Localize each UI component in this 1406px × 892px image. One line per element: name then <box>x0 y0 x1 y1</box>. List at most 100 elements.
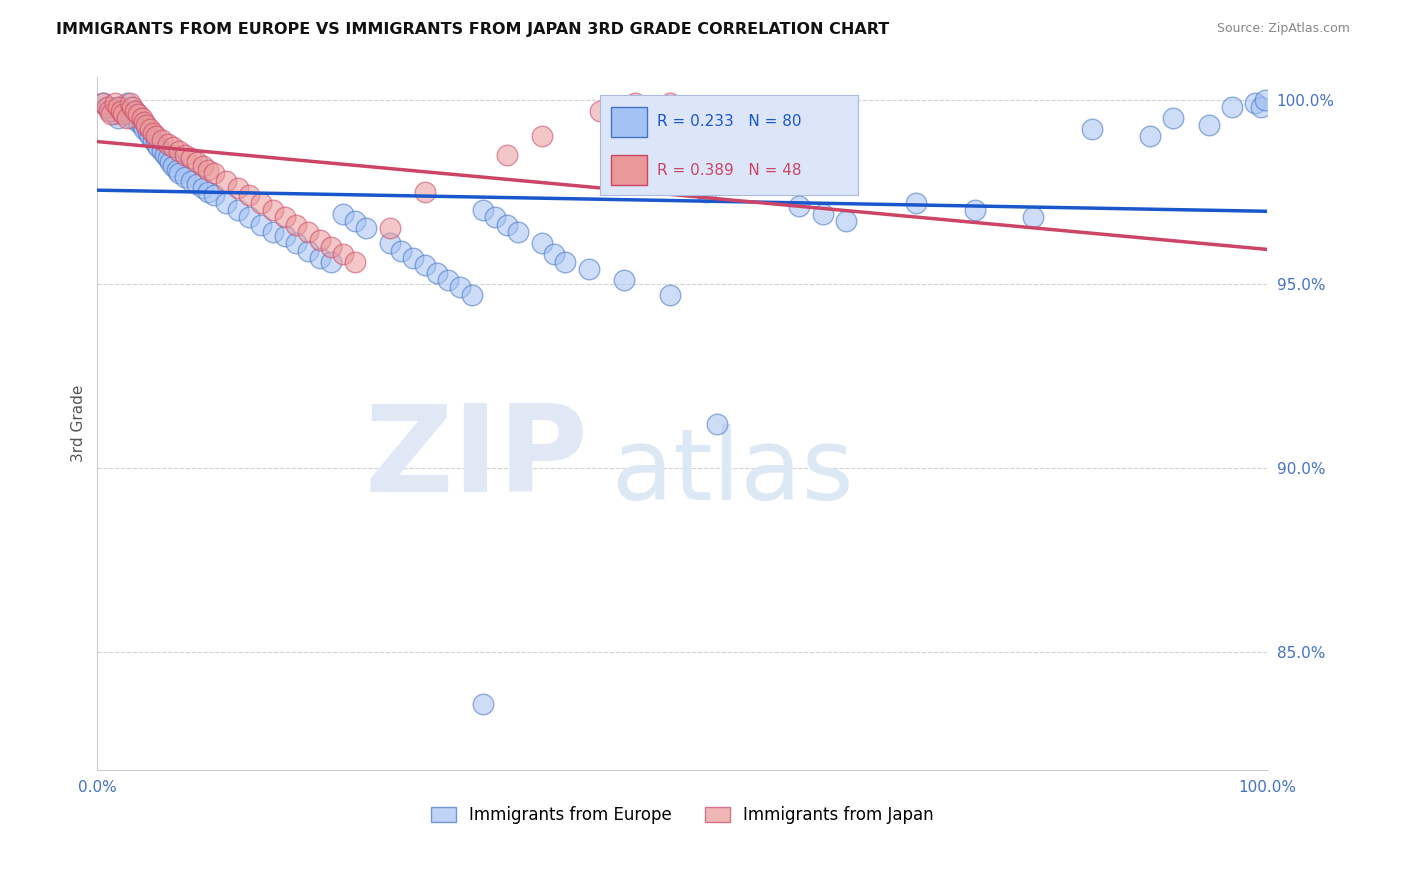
Point <box>197 185 219 199</box>
Point <box>146 140 169 154</box>
Point <box>695 185 717 199</box>
Point <box>131 119 153 133</box>
Point <box>262 202 284 217</box>
Point <box>1220 100 1243 114</box>
Point <box>1198 119 1220 133</box>
Point <box>963 202 986 217</box>
Point <box>131 111 153 125</box>
Point <box>332 207 354 221</box>
Point <box>1139 129 1161 144</box>
Point <box>156 152 179 166</box>
Point <box>391 244 413 258</box>
Point <box>110 100 132 114</box>
Point <box>706 417 728 431</box>
Point <box>285 218 308 232</box>
Point <box>484 211 506 225</box>
Point <box>543 247 565 261</box>
Point <box>297 225 319 239</box>
Point <box>134 114 156 128</box>
Point <box>153 148 176 162</box>
Point <box>104 107 127 121</box>
Point <box>159 155 181 169</box>
Point <box>186 155 208 169</box>
Point <box>202 166 225 180</box>
Point <box>134 122 156 136</box>
Point <box>107 111 129 125</box>
Point <box>135 119 157 133</box>
Point <box>120 107 142 121</box>
Point <box>142 126 165 140</box>
Point <box>413 258 436 272</box>
Point <box>98 100 121 114</box>
Point <box>124 103 146 118</box>
Point <box>1022 211 1045 225</box>
Point <box>120 96 142 111</box>
Point <box>624 96 647 111</box>
Point <box>115 96 138 111</box>
Point <box>262 225 284 239</box>
Point <box>98 103 121 118</box>
Point <box>449 280 471 294</box>
Point <box>1244 96 1267 111</box>
Text: IMMIGRANTS FROM EUROPE VS IMMIGRANTS FROM JAPAN 3RD GRADE CORRELATION CHART: IMMIGRANTS FROM EUROPE VS IMMIGRANTS FRO… <box>56 22 890 37</box>
Text: atlas: atlas <box>612 424 853 521</box>
Point <box>167 166 190 180</box>
Point <box>150 144 173 158</box>
Point <box>460 287 482 301</box>
Point <box>238 211 260 225</box>
Point <box>297 244 319 258</box>
Point <box>121 100 143 114</box>
Point <box>162 140 184 154</box>
Point <box>91 96 114 111</box>
Point <box>343 254 366 268</box>
Point <box>285 236 308 251</box>
Point <box>402 251 425 265</box>
Point <box>100 103 122 118</box>
Point <box>110 103 132 118</box>
Point <box>96 100 118 114</box>
Point <box>413 185 436 199</box>
Point <box>238 188 260 202</box>
Point <box>112 103 135 118</box>
Point <box>378 236 401 251</box>
Point <box>202 188 225 202</box>
Point <box>145 129 167 144</box>
Point <box>197 162 219 177</box>
Point <box>139 122 162 136</box>
Y-axis label: 3rd Grade: 3rd Grade <box>72 385 86 462</box>
Point <box>1080 122 1102 136</box>
Point <box>530 236 553 251</box>
Point <box>472 697 495 711</box>
Point <box>142 133 165 147</box>
Point <box>250 218 273 232</box>
Point <box>180 152 202 166</box>
Point <box>508 225 530 239</box>
Point <box>308 233 330 247</box>
Point <box>104 96 127 111</box>
Point <box>139 129 162 144</box>
Point <box>250 195 273 210</box>
Point <box>659 96 682 111</box>
Point <box>174 148 197 162</box>
Point <box>578 262 600 277</box>
Text: Source: ZipAtlas.com: Source: ZipAtlas.com <box>1216 22 1350 36</box>
Point <box>273 211 295 225</box>
Point <box>191 159 214 173</box>
Point <box>156 136 179 151</box>
Point <box>905 195 928 210</box>
Point <box>215 173 238 187</box>
Point <box>308 251 330 265</box>
Point <box>273 228 295 243</box>
Point <box>495 218 517 232</box>
Point <box>162 159 184 173</box>
Point <box>112 107 135 121</box>
Point <box>167 144 190 158</box>
Point <box>811 207 834 221</box>
Point <box>180 173 202 187</box>
Point <box>495 148 517 162</box>
Point <box>186 178 208 192</box>
Point <box>835 214 858 228</box>
Point <box>613 273 636 287</box>
Point <box>127 107 149 121</box>
Point <box>659 287 682 301</box>
